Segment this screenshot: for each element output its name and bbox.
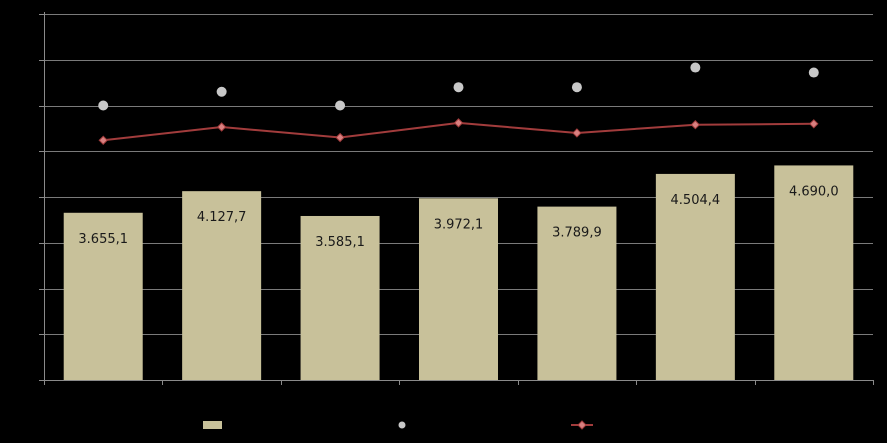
bar-data-label: 4.504,4	[671, 193, 721, 208]
legend-key-dot	[398, 421, 406, 429]
line-point	[216, 122, 227, 132]
bar-data-label: 3.585,1	[315, 235, 365, 250]
bar	[537, 206, 617, 380]
bar-series	[63, 165, 854, 380]
bar	[63, 212, 143, 380]
bar-data-label: 3.972,1	[434, 217, 484, 232]
line-series	[98, 118, 819, 145]
bar	[419, 198, 498, 380]
dot-point	[690, 62, 701, 73]
bar	[300, 215, 380, 380]
line-point	[335, 132, 345, 143]
legend	[203, 420, 593, 430]
dot-point	[216, 86, 227, 97]
dot-point	[335, 100, 346, 111]
bar-data-label: 3.789,9	[552, 226, 602, 241]
line-point	[572, 128, 582, 138]
line-point	[690, 120, 701, 130]
bar-data-label: 4.127,7	[197, 210, 247, 225]
dot-point	[453, 82, 464, 93]
bar	[774, 165, 854, 380]
dot-series	[98, 62, 819, 111]
dot-point	[98, 100, 109, 111]
bar	[182, 191, 262, 380]
axes	[39, 12, 874, 385]
bar-data-label: 3.655,1	[78, 232, 128, 247]
legend-key-bar	[203, 421, 222, 429]
bar-data-label: 4.690,0	[789, 184, 839, 199]
bar-data-labels: 3.655,1 4.127,7 3.585,1 3.972,1 3.789,9 4.504…	[78, 184, 838, 250]
line-point	[98, 135, 108, 145]
dot-point	[571, 82, 582, 93]
legend-key-line-marker	[577, 420, 587, 430]
line-point	[809, 119, 819, 129]
bar	[655, 173, 735, 380]
line-point	[453, 118, 464, 128]
dot-point	[808, 67, 819, 78]
